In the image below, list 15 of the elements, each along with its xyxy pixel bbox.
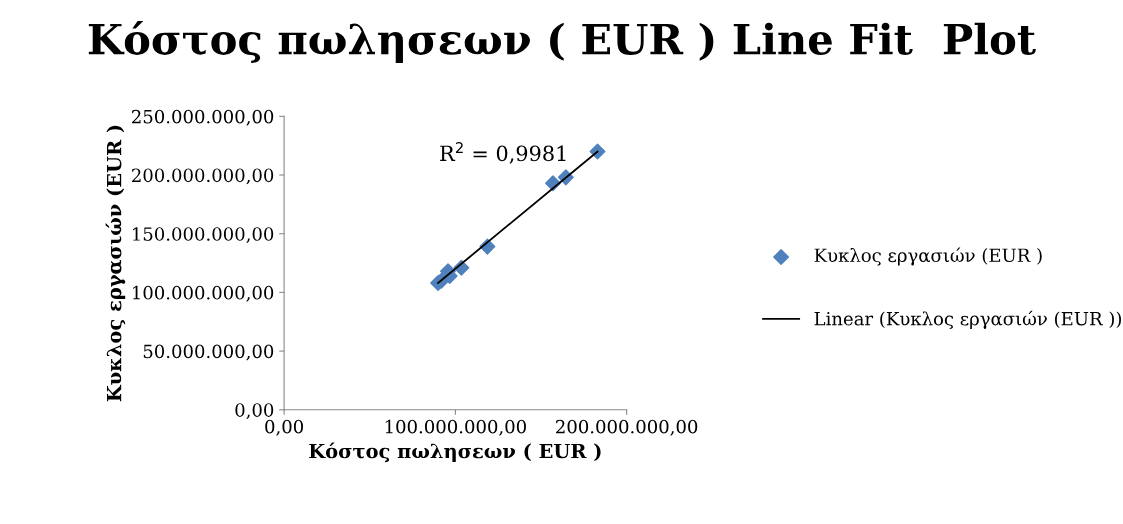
y-tick-label: 0,00 <box>235 403 274 420</box>
y-axis-title: Κυκλος εργασιών (EUR ) <box>105 125 126 402</box>
y-tick-label: 100.000.000,00 <box>133 285 274 302</box>
legend-label: Linear (Κυκλος εργασιών (EUR )) <box>814 310 1121 329</box>
y-tick-label: 50.000.000,00 <box>143 344 274 361</box>
x-tick-label: 100.000.000,00 <box>385 419 526 436</box>
chart-title: Κόστος πωλησεων ( EUR ) Line Fit Plot <box>88 20 1036 63</box>
y-tick-label: 250.000.000,00 <box>132 109 274 126</box>
x-tick-label: 0,00 <box>265 419 304 436</box>
x-axis-title: Κόστος πωλησεων ( EUR ) <box>309 442 601 463</box>
annotation: R$^{2}$ = 0,9981 <box>440 142 566 164</box>
y-tick-label: 150.000.000,00 <box>133 227 274 244</box>
y-tick-label: 200.000.000,00 <box>132 168 274 185</box>
legend-label: Κυκλος εργασιών (EUR ) <box>814 247 1042 266</box>
x-tick-label: 200.000.000,00 <box>556 419 698 436</box>
